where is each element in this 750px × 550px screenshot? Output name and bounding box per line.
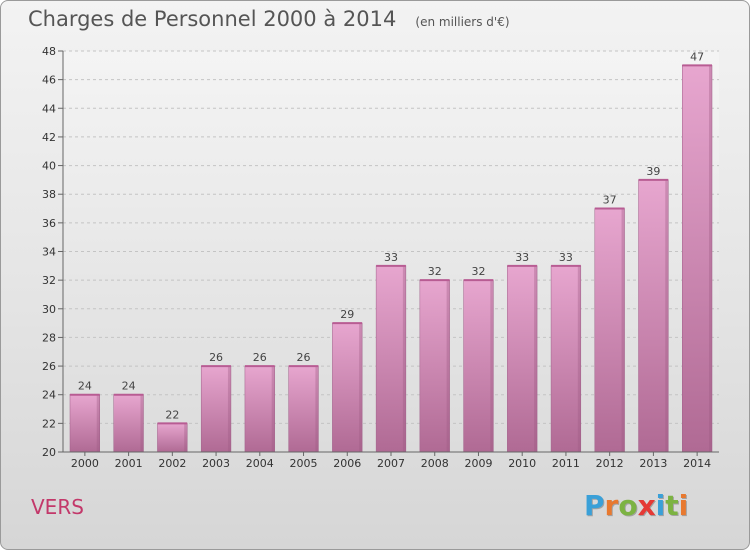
bar-value-label: 24	[78, 380, 92, 393]
bars: 24 24 22 26 26 26 29 33 32 32 33 33 37 39 47	[69, 50, 713, 453]
bar	[113, 394, 144, 453]
logo-letter: i	[678, 489, 689, 522]
bar	[638, 179, 669, 453]
x-tick-label: 2013	[639, 457, 667, 470]
y-tick-label: 28	[42, 331, 56, 344]
logo-letter: r	[604, 489, 619, 522]
x-tick-label: 2005	[290, 457, 318, 470]
bar-value-label: 47	[690, 50, 704, 63]
y-tick-label: 20	[42, 446, 56, 459]
logo-letter: o	[618, 489, 638, 522]
x-tick-label: 2007	[377, 457, 405, 470]
y-tick-label: 32	[42, 274, 56, 287]
logo-letter: P	[584, 489, 605, 522]
y-tick-label: 22	[42, 417, 56, 430]
bar-shade	[227, 366, 231, 452]
bar	[507, 265, 538, 453]
bar	[157, 423, 188, 453]
bar-value-label: 33	[384, 251, 398, 264]
bar-shade	[271, 366, 275, 452]
y-tick-label: 24	[42, 389, 56, 402]
bar	[375, 265, 407, 453]
y-tick-label: 46	[42, 74, 56, 87]
x-tick-label: 2002	[158, 457, 186, 470]
y-tick-label: 26	[42, 360, 56, 373]
bar-shade	[184, 423, 188, 452]
x-tick-label: 2003	[202, 457, 230, 470]
bar	[244, 365, 275, 453]
bar-shade	[490, 280, 494, 452]
y-tick-label: 36	[42, 217, 56, 230]
bar	[288, 365, 319, 453]
bar	[200, 365, 232, 453]
bar-shade	[665, 179, 669, 452]
bar-value-label: 32	[428, 265, 442, 278]
x-tick-label: 2008	[421, 457, 449, 470]
proxiti-logo[interactable]: Proxiti	[584, 489, 688, 522]
x-tick-label: 2011	[552, 457, 580, 470]
y-tick-label: 44	[42, 102, 56, 115]
y-tick-label: 38	[42, 188, 56, 201]
bar	[69, 394, 100, 453]
logo-letter: t	[665, 489, 679, 522]
bar-value-label: 33	[515, 251, 529, 264]
y-tick-label: 40	[42, 160, 56, 173]
logo-letter: x	[637, 489, 656, 522]
x-tick-label: 2001	[115, 457, 143, 470]
bar-shade	[534, 265, 538, 452]
bar	[594, 208, 625, 453]
y-tick-label: 34	[42, 246, 56, 259]
commune-label: VERS	[31, 495, 84, 519]
x-tick-label: 2009	[464, 457, 492, 470]
bar-value-label: 29	[340, 308, 354, 321]
y-tick-label: 48	[42, 45, 56, 58]
x-tick-label: 2010	[508, 457, 536, 470]
bar-shade	[359, 323, 363, 452]
bar-value-label: 39	[646, 165, 660, 178]
title-row: Charges de Personnel 2000 à 2014 (en mil…	[28, 7, 510, 31]
x-tick-label: 2004	[246, 457, 274, 470]
bar-shade	[140, 394, 144, 452]
x-tick-label: 2012	[596, 457, 624, 470]
bar-value-label: 24	[122, 380, 136, 393]
bar-value-label: 26	[209, 351, 223, 364]
y-tick-label: 42	[42, 131, 56, 144]
axes: 20 22 24 26 28 30 32 34 36 38 40 42 44 46 48 2000 2001 20…	[42, 45, 719, 470]
logo-letter: i	[655, 489, 666, 522]
chart-subtitle: (en milliers d'€)	[415, 15, 510, 29]
x-tick-label: 2006	[333, 457, 361, 470]
bar-shade	[446, 280, 450, 452]
bar-value-label: 26	[253, 351, 267, 364]
bar-value-label: 26	[297, 351, 311, 364]
x-tick-label: 2000	[71, 457, 99, 470]
bar	[682, 65, 713, 453]
bar-shade	[577, 265, 581, 452]
y-tick-label: 30	[42, 303, 56, 316]
chart-title: Charges de Personnel 2000 à 2014	[28, 7, 397, 31]
bar-shade	[315, 366, 319, 452]
bar	[463, 279, 494, 453]
bar-value-label: 33	[559, 251, 573, 264]
bar-shade	[402, 265, 406, 452]
bar	[550, 265, 582, 453]
bar-value-label: 22	[165, 408, 179, 421]
bar	[419, 279, 450, 453]
x-tick-label: 2014	[683, 457, 711, 470]
bar-value-label: 37	[603, 194, 617, 207]
bar-value-label: 32	[471, 265, 485, 278]
bar-shade	[96, 394, 100, 452]
bar	[332, 322, 363, 453]
bar-shade	[709, 65, 713, 453]
bar-shade	[621, 208, 625, 452]
